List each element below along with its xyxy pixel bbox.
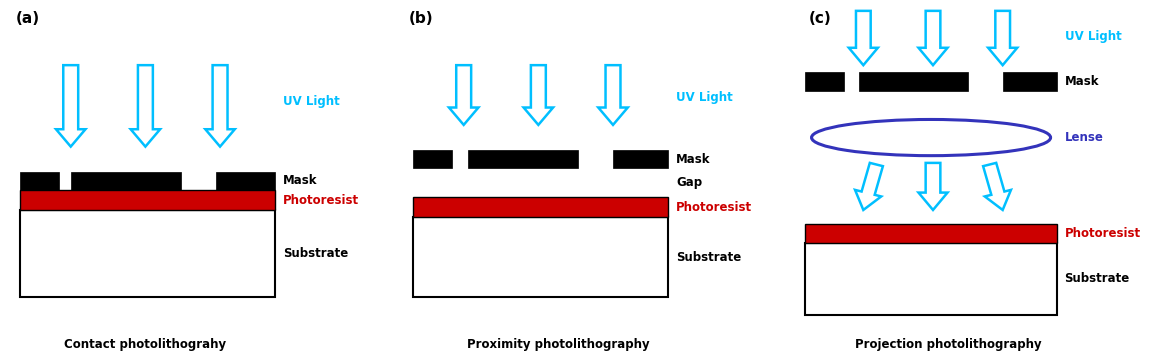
Bar	[216, 172, 276, 190]
Text: Photoresist: Photoresist	[1065, 227, 1140, 240]
Text: Mask: Mask	[1065, 75, 1099, 88]
Text: (b): (b)	[408, 11, 433, 26]
Text: Substrate: Substrate	[283, 247, 348, 260]
Bar	[20, 210, 274, 297]
Text: Photoresist: Photoresist	[283, 194, 359, 206]
Polygon shape	[988, 11, 1017, 65]
Polygon shape	[56, 65, 86, 147]
Text: Mask: Mask	[676, 153, 711, 166]
Polygon shape	[849, 11, 877, 65]
Polygon shape	[598, 65, 628, 125]
Text: Projection photolithography: Projection photolithography	[855, 338, 1042, 351]
Polygon shape	[130, 65, 161, 147]
Bar	[806, 72, 845, 90]
Text: UV Light: UV Light	[283, 95, 340, 108]
Bar	[413, 217, 669, 297]
Bar	[806, 243, 1057, 315]
Text: Contact photolithograhy: Contact photolithograhy	[65, 338, 226, 351]
Bar	[20, 172, 59, 190]
Bar	[468, 150, 577, 168]
Polygon shape	[855, 163, 883, 210]
Polygon shape	[918, 163, 948, 210]
Polygon shape	[205, 65, 235, 147]
Text: Substrate: Substrate	[676, 251, 741, 264]
Text: Lense: Lense	[1065, 131, 1104, 144]
Text: UV Light: UV Light	[1065, 30, 1121, 43]
Text: Substrate: Substrate	[1065, 272, 1130, 285]
Polygon shape	[918, 11, 948, 65]
Bar	[413, 150, 452, 168]
Bar	[413, 197, 669, 217]
Text: (a): (a)	[15, 11, 40, 26]
Text: (c): (c)	[809, 11, 832, 26]
Bar	[613, 150, 669, 168]
Polygon shape	[523, 65, 554, 125]
Text: Photoresist: Photoresist	[676, 201, 752, 214]
Bar	[20, 190, 274, 210]
Text: Gap: Gap	[676, 176, 701, 189]
Bar	[70, 172, 181, 190]
Text: Proximity photolithography: Proximity photolithography	[467, 338, 650, 351]
Text: Mask: Mask	[283, 174, 318, 188]
Polygon shape	[983, 163, 1011, 210]
Polygon shape	[449, 65, 479, 125]
Bar	[806, 224, 1057, 243]
Text: UV Light: UV Light	[676, 91, 733, 104]
Bar	[1003, 72, 1057, 90]
Bar	[860, 72, 968, 90]
